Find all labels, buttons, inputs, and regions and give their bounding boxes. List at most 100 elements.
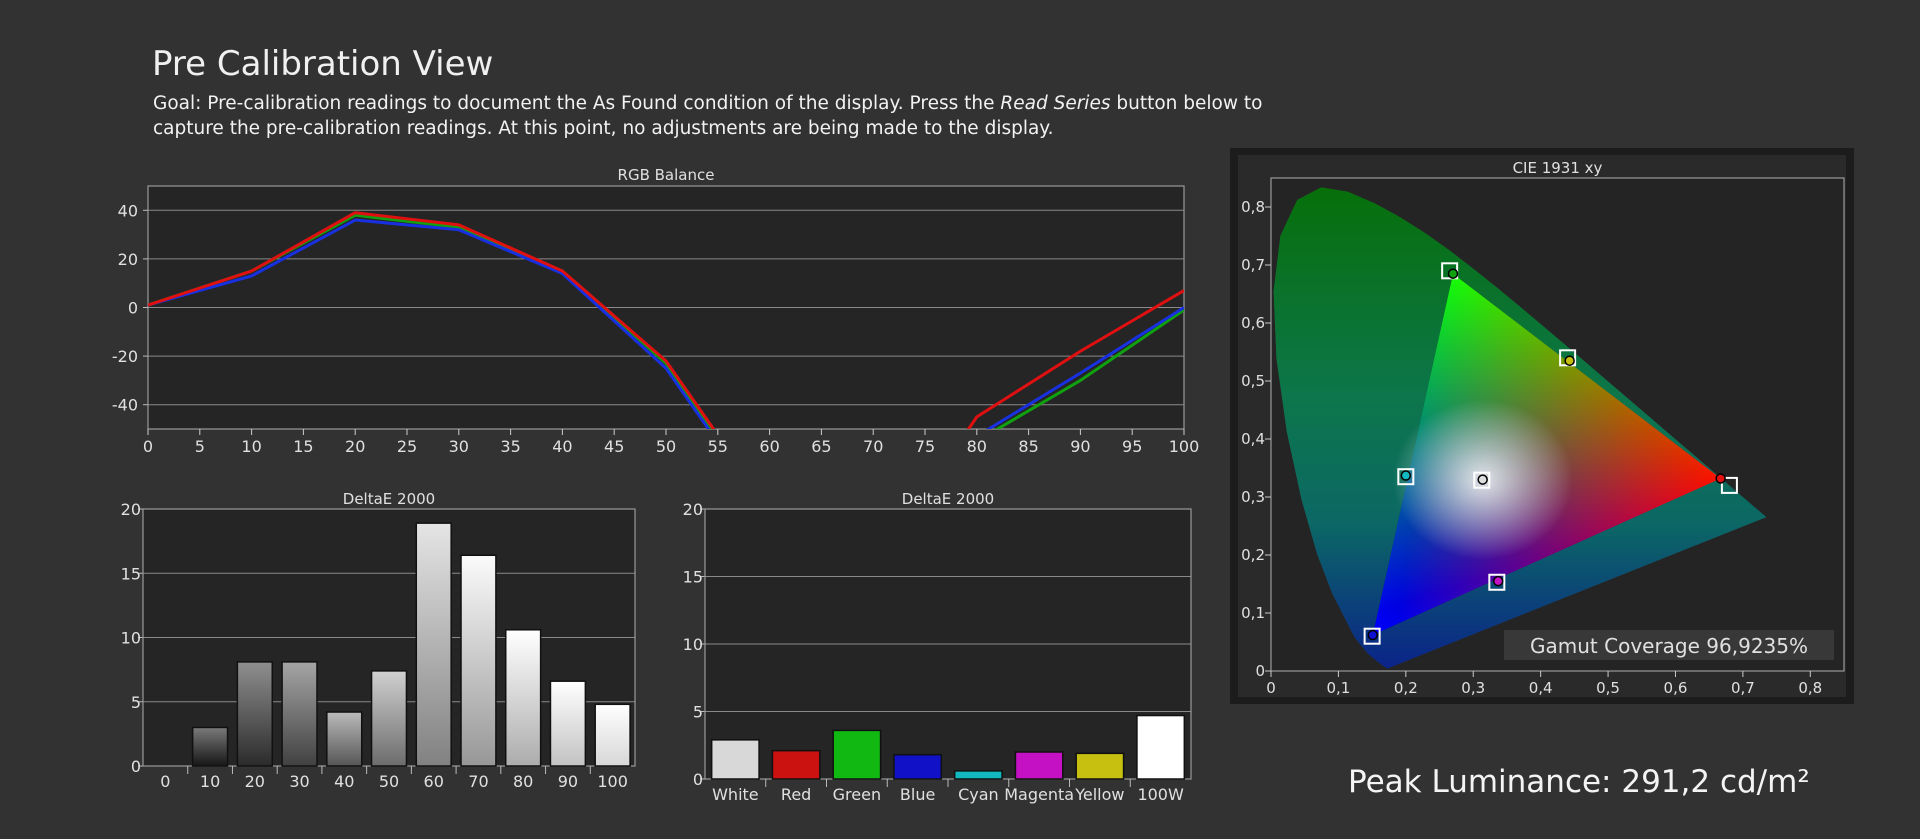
rgb-x-tick-label: 100 xyxy=(1169,437,1200,456)
peak-luminance: Peak Luminance: 291,2 cd/m² xyxy=(1348,764,1810,800)
rgb-x-tick-label: 90 xyxy=(1070,437,1090,456)
de-color-x-label: Magenta xyxy=(1004,785,1074,804)
cie-measured-green xyxy=(1447,268,1459,279)
cie-y-tick-label: 0,7 xyxy=(1241,256,1265,274)
de-gray-y-tick-label: 20 xyxy=(121,500,141,519)
cie-y-tick-label: 0,2 xyxy=(1241,546,1265,564)
de-gray-x-label: 90 xyxy=(558,772,578,791)
de-color-y-tick-label: 10 xyxy=(683,635,703,654)
rgb-x-tick-label: 75 xyxy=(915,437,935,456)
de-color-x-label: Red xyxy=(781,785,811,804)
de-color-bar-2 xyxy=(832,729,882,780)
de-gray-x-label: 60 xyxy=(424,772,444,791)
de-gray-bar-8 xyxy=(504,629,542,767)
rgb-series-group xyxy=(148,211,1184,429)
de-color-bar-7 xyxy=(1136,714,1186,780)
de-color-y-tick-label: 5 xyxy=(693,703,703,722)
goal-text-start: Goal: Pre-calibration readings to docume… xyxy=(153,93,1001,114)
de-gray-bar-3 xyxy=(281,661,318,767)
de-gray-x-label: 20 xyxy=(245,772,265,791)
de-gray-x-label: 30 xyxy=(289,772,309,791)
cie-measured-yellow xyxy=(1564,355,1575,366)
rgb-x-tick-label: 95 xyxy=(1122,437,1142,456)
de-gray-bar-7 xyxy=(460,554,497,767)
rgb-y-tick-label: 20 xyxy=(118,250,138,269)
de-gray-y-tick-label: 5 xyxy=(131,693,141,712)
rgb-x-tick-label: 55 xyxy=(708,437,728,456)
de-gray-x-label: 0 xyxy=(160,772,170,791)
de-color-x-label: 100W xyxy=(1137,785,1184,804)
page-title: Pre Calibration View xyxy=(152,44,494,84)
de-gray-title: DeltaE 2000 xyxy=(343,490,435,508)
rgb-x-tick-label: 60 xyxy=(759,437,779,456)
rgb-x-tick-label: 5 xyxy=(195,437,205,456)
cie-y-tick-label: 0,3 xyxy=(1241,488,1265,506)
de-gray-x-label: 100 xyxy=(597,772,628,791)
gamut-coverage-box xyxy=(1504,630,1834,660)
de-color-x-label: Yellow xyxy=(1074,785,1124,804)
rgb-chart-title: RGB Balance xyxy=(618,166,715,184)
de-gray-bar-9 xyxy=(549,680,587,767)
de-color-bar-3 xyxy=(893,753,943,780)
de-color-y-tick-label: 20 xyxy=(683,500,703,519)
cie-y-tick-label: 0 xyxy=(1255,662,1265,680)
de-gray-x-label: 50 xyxy=(379,772,399,791)
rgb-x-tick-label: 45 xyxy=(604,437,624,456)
de-gray-y-tick-label: 15 xyxy=(121,564,141,583)
cie-x-tick-label: 0,2 xyxy=(1394,679,1418,697)
rgb-y-tick-label: -20 xyxy=(112,347,138,366)
cie-y-tick-label: 0,8 xyxy=(1241,198,1265,216)
cie-measured-blue xyxy=(1367,629,1379,641)
cie-measured-magenta xyxy=(1492,575,1504,587)
de-gray-x-label: 70 xyxy=(468,772,488,791)
de-color-y-tick-label: 0 xyxy=(693,770,703,789)
de-gray-bar-10 xyxy=(594,703,631,767)
rgb-series-line-1 xyxy=(148,218,1184,429)
de-gray-bar-6 xyxy=(415,522,452,767)
cie-x-tick-label: 0,7 xyxy=(1731,679,1755,697)
rgb-x-tick-label: 10 xyxy=(241,437,261,456)
rgb-x-tick-label: 70 xyxy=(863,437,883,456)
rgb-balance-chart: RGB Balance 40 20 0 -20 -40 0 5 10 15 20 25 30 35 40 45… xyxy=(112,166,1200,456)
de-color-bar-0 xyxy=(710,739,760,780)
cie-y-tick-label: 0,1 xyxy=(1241,604,1265,622)
cie-y-tick-label: 0,5 xyxy=(1241,372,1265,390)
cie-target-magenta xyxy=(1488,573,1506,591)
rgb-x-tick-label: 30 xyxy=(449,437,469,456)
cie-x-tick-label: 0,5 xyxy=(1596,679,1620,697)
rgb-y-tick-label: 0 xyxy=(128,299,138,318)
goal-text-end: button below to capture the pre-calibrat… xyxy=(153,93,1263,139)
goal-description: Goal: Pre-calibration readings to docume… xyxy=(153,91,1333,141)
cie-x-tick-label: 0,8 xyxy=(1798,679,1822,697)
de-gray-x-label: 10 xyxy=(200,772,220,791)
cie-measured-white xyxy=(1477,474,1488,485)
de-color-x-label: White xyxy=(712,785,759,804)
de-color-y-tick-label: 15 xyxy=(683,568,703,587)
de-gray-bar-1 xyxy=(191,726,229,767)
de-gray-bar-4 xyxy=(326,711,363,767)
cie-x-tick-label: 0,1 xyxy=(1326,679,1350,697)
de-gray-x-label: 80 xyxy=(513,772,533,791)
cie-target-white xyxy=(1473,471,1491,489)
cie-target-cyan xyxy=(1397,468,1415,486)
de-color-bar-6 xyxy=(1075,752,1125,780)
rgb-x-tick-label: 20 xyxy=(345,437,365,456)
cie-x-tick-label: 0,4 xyxy=(1529,679,1553,697)
rgb-y-tick-label: -40 xyxy=(112,396,138,415)
de-gray-x-label: 40 xyxy=(334,772,354,791)
de-gray-bar-2 xyxy=(236,661,274,767)
de-gray-y-tick-label: 10 xyxy=(121,629,141,648)
de-gray-y-tick-label: 0 xyxy=(131,757,141,776)
de-color-x-label: Cyan xyxy=(958,785,999,804)
de-color-bar-1 xyxy=(771,749,821,780)
rgb-x-tick-label: 15 xyxy=(293,437,313,456)
rgb-x-tick-label: 25 xyxy=(397,437,417,456)
cie-target-red xyxy=(1720,476,1738,494)
rgb-x-tick-label: 40 xyxy=(552,437,572,456)
read-series-emphasis: Read Series xyxy=(1000,93,1111,114)
cie-x-tick-label: 0 xyxy=(1266,679,1276,697)
de-color-x-label: Blue xyxy=(900,785,935,804)
rgb-x-tick-label: 35 xyxy=(500,437,520,456)
